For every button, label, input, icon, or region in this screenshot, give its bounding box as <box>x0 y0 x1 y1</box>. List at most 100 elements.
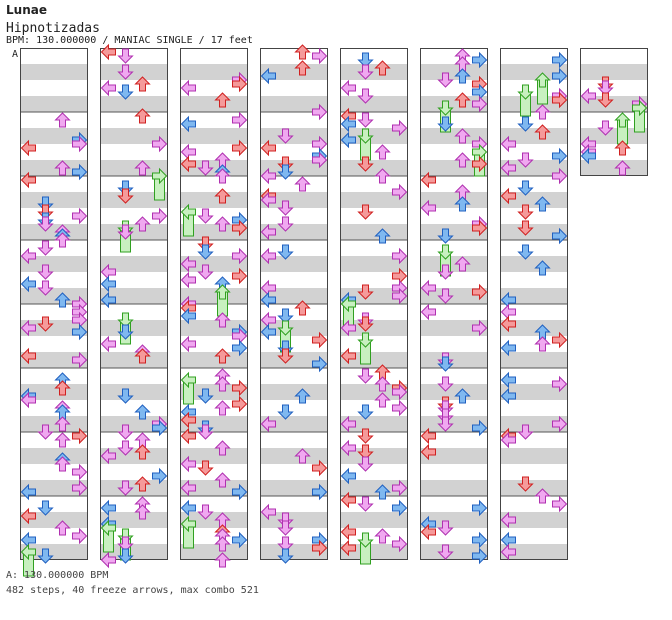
step-arrow <box>552 415 568 433</box>
beat-stripe <box>180 544 248 560</box>
beat-stripe <box>180 352 248 368</box>
step-arrow <box>260 67 276 85</box>
step-arrow <box>357 156 374 172</box>
step-arrow <box>340 115 356 133</box>
step-arrow <box>260 323 276 341</box>
step-arrow <box>232 139 248 157</box>
step-arrow <box>392 499 408 517</box>
step-arrow <box>134 444 151 460</box>
step-arrow <box>517 116 534 132</box>
step-arrow <box>134 476 151 492</box>
step-arrow <box>72 163 88 181</box>
step-arrow <box>357 496 374 512</box>
beat-stripe <box>260 416 328 432</box>
step-arrow <box>214 168 231 184</box>
step-arrow <box>72 323 88 341</box>
step-arrow <box>100 447 116 465</box>
beat-stripe <box>20 288 88 304</box>
step-arrow <box>117 312 134 328</box>
beat-stripe <box>420 288 488 304</box>
step-arrow <box>100 79 116 97</box>
step-arrow <box>277 348 294 364</box>
beat-stripe <box>260 160 328 176</box>
step-arrow <box>197 264 214 280</box>
step-arrow <box>340 347 356 365</box>
beat-stripe <box>500 288 568 304</box>
step-arrow <box>54 232 71 248</box>
beat-stripe <box>580 64 648 80</box>
step-arrow <box>552 331 568 349</box>
step-arrow <box>214 92 231 108</box>
beat-stripe <box>260 544 328 560</box>
step-arrow <box>374 144 391 160</box>
beat-stripe <box>420 224 488 240</box>
beat-stripe <box>100 544 168 560</box>
step-arrow <box>437 244 454 260</box>
step-arrow <box>117 48 134 64</box>
step-arrow <box>232 339 248 357</box>
step-arrow <box>20 247 36 265</box>
beat-stripe <box>180 224 248 240</box>
step-arrow <box>117 424 134 440</box>
beat-stripe <box>500 480 568 496</box>
step-arrow <box>312 103 328 121</box>
beat-stripe <box>260 256 328 272</box>
beat-stripe <box>340 512 408 528</box>
beat-stripe <box>100 128 168 144</box>
column-border <box>340 48 408 560</box>
step-arrow <box>534 196 551 212</box>
step-arrow <box>374 484 391 500</box>
step-arrow <box>180 115 196 133</box>
beat-stripe <box>340 96 408 112</box>
step-arrow <box>232 531 248 549</box>
step-arrow <box>37 548 54 564</box>
step-arrow <box>180 427 196 445</box>
step-arrow <box>454 388 471 404</box>
step-arrow <box>117 388 134 404</box>
beat-stripe <box>100 160 168 176</box>
step-arrow <box>552 91 568 109</box>
step-arrow <box>294 176 311 192</box>
beat-stripe <box>100 480 168 496</box>
step-arrow <box>197 388 214 404</box>
step-arrow <box>437 264 454 280</box>
step-arrow <box>54 380 71 396</box>
step-arrow <box>500 387 516 405</box>
beat-stripe <box>340 128 408 144</box>
beat-stripe <box>100 192 168 208</box>
step-arrow <box>180 335 196 353</box>
step-arrow <box>37 280 54 296</box>
beat-stripe <box>500 512 568 528</box>
step-arrow <box>277 216 294 232</box>
beat-stripe <box>260 512 328 528</box>
step-arrow <box>277 308 294 324</box>
beat-stripe <box>180 512 248 528</box>
beat-stripe <box>100 352 168 368</box>
step-arrow <box>517 220 534 236</box>
step-arrow <box>54 416 71 432</box>
step-arrow <box>277 404 294 420</box>
beat-stripe <box>20 416 88 432</box>
step-arrow <box>340 131 356 149</box>
beat-stripe <box>180 448 248 464</box>
step-arrow <box>312 151 328 169</box>
step-arrow <box>500 135 516 153</box>
step-arrow <box>214 216 231 232</box>
step-arrow <box>437 544 454 560</box>
step-arrow <box>100 43 116 61</box>
step-arrow <box>420 303 436 321</box>
step-arrow <box>597 92 614 108</box>
artist-name: Lunae <box>6 3 47 17</box>
step-arrow <box>117 324 134 340</box>
step-arrow <box>312 483 328 501</box>
step-arrow <box>20 319 36 337</box>
step-arrow <box>37 264 54 280</box>
beat-stripe <box>500 416 568 432</box>
step-arrow <box>214 472 231 488</box>
beat-stripe <box>20 64 88 80</box>
step-arrow <box>517 180 534 196</box>
beat-stripe <box>420 448 488 464</box>
step-arrow <box>454 196 471 212</box>
step-arrow <box>20 543 36 561</box>
step-arrow <box>232 395 248 413</box>
